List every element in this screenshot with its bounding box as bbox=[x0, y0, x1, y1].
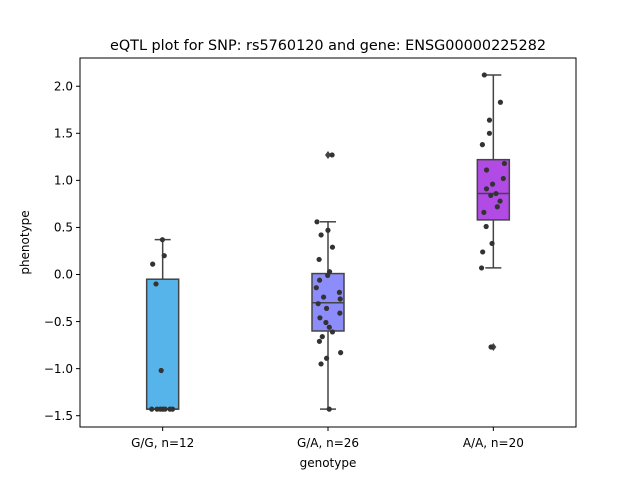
data-point bbox=[326, 324, 332, 330]
data-point bbox=[488, 192, 494, 199]
data-point bbox=[316, 256, 322, 263]
data-point bbox=[320, 294, 327, 300]
y-axis-label: phenotype bbox=[18, 210, 32, 274]
data-point bbox=[338, 350, 344, 356]
data-point bbox=[315, 301, 321, 307]
data-point bbox=[323, 319, 329, 326]
data-point bbox=[483, 186, 490, 192]
data-point bbox=[493, 190, 499, 197]
data-point bbox=[478, 265, 485, 271]
y-tick-label: 1.0 bbox=[54, 174, 73, 188]
data-point bbox=[154, 406, 160, 412]
x-tick-label: G/A, n=26 bbox=[297, 436, 359, 450]
data-point bbox=[497, 198, 503, 204]
data-point bbox=[313, 285, 319, 291]
y-tick-label: −0.5 bbox=[44, 315, 73, 329]
data-point bbox=[479, 142, 486, 148]
data-point bbox=[326, 406, 332, 412]
chart-title: eQTL plot for SNP: rs5760120 and gene: E… bbox=[110, 38, 546, 54]
data-point bbox=[483, 167, 490, 173]
data-point bbox=[483, 223, 489, 230]
data-point bbox=[325, 272, 331, 279]
data-point bbox=[325, 227, 331, 233]
box-group bbox=[476, 74, 511, 351]
data-point bbox=[149, 406, 155, 412]
data-point bbox=[501, 160, 508, 167]
data-point bbox=[488, 344, 494, 350]
box-group bbox=[311, 150, 345, 410]
y-tick-label: 1.5 bbox=[54, 127, 73, 141]
data-point bbox=[336, 289, 343, 295]
data-point bbox=[500, 175, 506, 182]
box bbox=[476, 158, 511, 221]
data-point bbox=[316, 277, 323, 283]
data-point bbox=[494, 204, 500, 210]
data-point bbox=[162, 406, 168, 412]
data-point bbox=[167, 406, 173, 412]
data-point bbox=[316, 338, 323, 344]
data-point bbox=[153, 281, 159, 287]
data-point bbox=[159, 237, 166, 243]
data-point bbox=[318, 232, 324, 238]
data-point bbox=[489, 181, 496, 187]
y-tick-label: 2.0 bbox=[54, 79, 73, 93]
data-point bbox=[317, 315, 323, 321]
x-tick-label: A/A, n=20 bbox=[463, 436, 524, 450]
y-tick-label: −1.0 bbox=[44, 362, 73, 376]
plot-frame bbox=[79, 57, 577, 428]
data-point bbox=[323, 355, 330, 361]
data-point bbox=[314, 219, 320, 225]
points-layer bbox=[149, 72, 508, 412]
y-tick-label: 0.0 bbox=[54, 268, 73, 282]
data-point bbox=[486, 130, 493, 136]
data-point bbox=[150, 261, 156, 267]
data-point bbox=[481, 72, 487, 78]
data-point bbox=[497, 99, 504, 105]
data-point bbox=[323, 305, 330, 311]
data-point bbox=[489, 240, 495, 247]
x-axis-label: genotype bbox=[300, 456, 357, 470]
box bbox=[145, 278, 180, 410]
x-axis: G/G, n=12 G/A, n=26 A/A, n=20 bbox=[131, 427, 524, 450]
data-point bbox=[318, 361, 324, 367]
data-point bbox=[319, 334, 325, 340]
data-point bbox=[158, 367, 164, 374]
data-point bbox=[337, 296, 343, 302]
data-point bbox=[480, 249, 486, 255]
data-point bbox=[486, 117, 493, 123]
x-tick-label: G/G, n=12 bbox=[131, 436, 194, 450]
outlier-marker bbox=[325, 150, 331, 159]
data-point bbox=[337, 310, 343, 316]
y-axis: −1.5 −1.0 −0.5 0.0 0.5 1.0 1.5 2.0 bbox=[44, 79, 80, 423]
data-point bbox=[329, 329, 336, 335]
data-point bbox=[329, 152, 335, 158]
data-point bbox=[481, 209, 487, 215]
data-point bbox=[329, 244, 336, 250]
y-tick-label: −1.5 bbox=[44, 409, 73, 423]
data-point bbox=[161, 253, 167, 259]
y-tick-label: 0.5 bbox=[54, 221, 73, 235]
